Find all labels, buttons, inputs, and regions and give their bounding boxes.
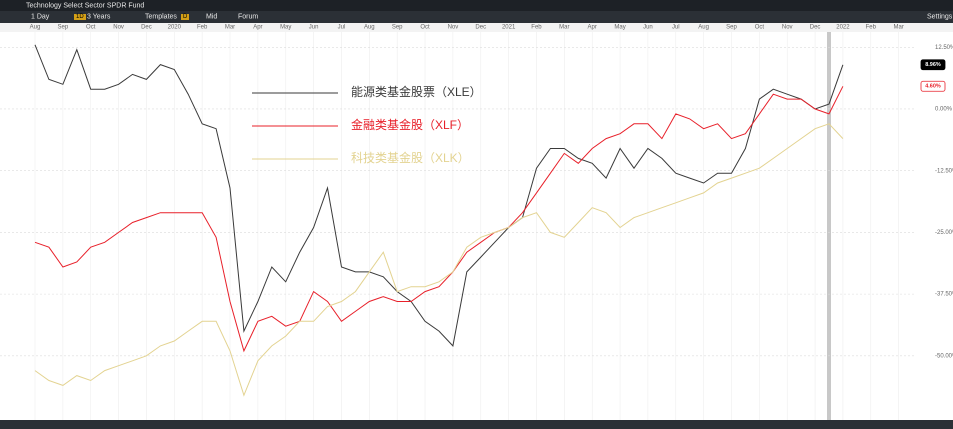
x-tick-label: Dec (475, 25, 486, 31)
x-tick-label: Sep (392, 25, 403, 31)
x-tick-label: Jul (672, 25, 680, 31)
period-badge: 1D (74, 14, 86, 20)
x-tick-label: Feb (531, 25, 542, 31)
y-tick-label: 0.00% (935, 107, 953, 113)
x-tick-label: Mar (893, 25, 903, 31)
y-tick-label: -25.00% (935, 230, 953, 236)
y-tick-label: 12.50% (935, 45, 953, 51)
x-tick-label: May (614, 25, 625, 31)
tab-title[interactable]: Technology Select Sector SPDR Fund (26, 2, 145, 9)
x-tick-label: Jun (643, 25, 653, 31)
x-tick-label: Aug (364, 25, 375, 31)
settings[interactable]: Settings (927, 13, 953, 21)
x-tick-label: Sep (726, 25, 737, 31)
price-type[interactable]: Mid (206, 13, 218, 21)
x-tick-label: 2021 (502, 25, 516, 31)
x-tick-label: Sep (58, 25, 69, 31)
x-tick-label: Apr (253, 25, 262, 31)
x-axis-band (0, 23, 953, 32)
templates[interactable]: Templates (145, 13, 177, 21)
tab-bar: Technology Select Sector SPDR Fund (0, 0, 953, 11)
price-tag (920, 80, 946, 92)
x-tick-label: Mar (225, 25, 235, 31)
x-tick-label: Oct (420, 25, 430, 31)
x-tick-label: Aug (30, 25, 41, 31)
x-tick-label: 2020 (168, 25, 182, 31)
y-tick-label: -37.50% (935, 292, 953, 298)
d-badge: D (181, 14, 190, 20)
forum[interactable]: Forum (238, 13, 259, 21)
series-line (34, 86, 844, 353)
x-tick-label: Feb (866, 25, 877, 31)
x-tick-label: Jul (338, 25, 346, 31)
x-tick-label: Dec (810, 25, 821, 31)
y-tick-label: -50.00% (935, 353, 953, 359)
chart: Aug Sep Oct Nov Dec 2020 Feb Mar Apr May Jun Jul Aug… (0, 23, 953, 429)
legend-label: 能源类基金股票（XLE） (351, 84, 482, 99)
x-tick-label: Aug (698, 25, 709, 31)
interval[interactable]: 1 Day (31, 13, 50, 21)
y-tick-label: -12.50% (935, 168, 953, 174)
x-tick-label: Dec (141, 25, 152, 31)
x-tick-label: 2022 (836, 25, 850, 31)
toolbar: 1 Day 1D 3 Years Templates D Mid Forum S… (0, 11, 953, 23)
price-tag-label: 4.60% (925, 84, 941, 90)
x-tick-label: Nov (782, 25, 793, 31)
x-tick-label: Nov (448, 25, 459, 31)
series-line (34, 123, 844, 397)
series-line (34, 44, 844, 347)
x-tick-label: May (280, 25, 291, 31)
price-tag-label: 8.96% (925, 62, 941, 68)
x-tick-label: Oct (86, 25, 96, 31)
x-tick-label: Jun (309, 25, 319, 31)
bottom-bar (0, 420, 953, 429)
range[interactable]: 3 Years (87, 13, 111, 21)
x-tick-label: Nov (113, 25, 124, 31)
x-tick-label: Apr (588, 25, 597, 31)
x-tick-label: Mar (559, 25, 569, 31)
legend-label: 金融类基金股（XLF） (351, 117, 469, 132)
x-tick-label: Oct (755, 25, 765, 31)
legend-label: 科技类基金股（XLK） (351, 150, 470, 165)
price-tag (920, 59, 946, 71)
x-tick-label: Feb (197, 25, 208, 31)
crosshair (827, 32, 831, 420)
